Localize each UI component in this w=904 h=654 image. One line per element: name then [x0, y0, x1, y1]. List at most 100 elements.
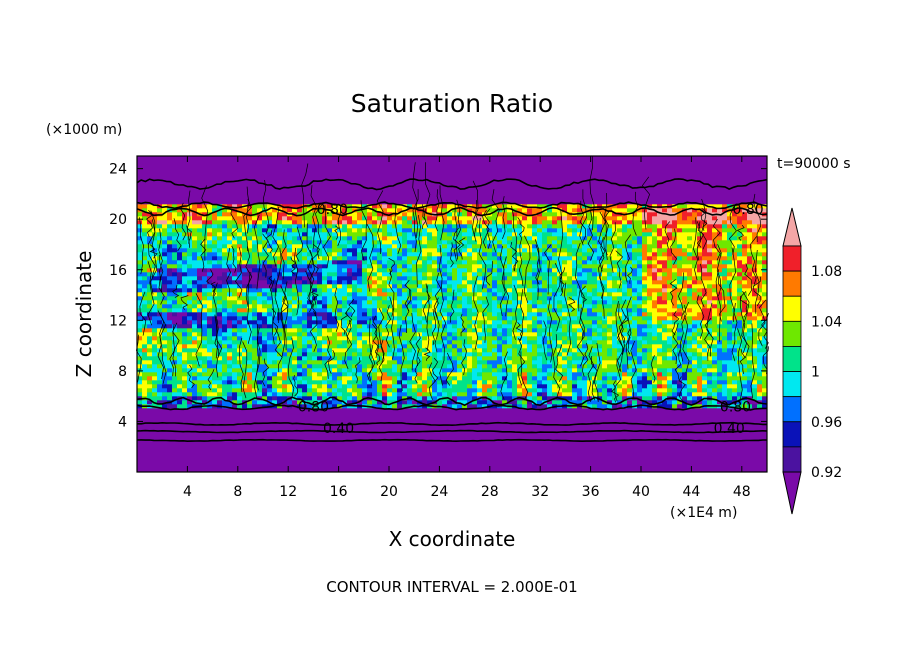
field-cell — [152, 368, 158, 373]
field-cell — [617, 360, 623, 365]
field-cell — [177, 348, 183, 353]
field-cell — [507, 408, 513, 413]
field-cell — [702, 344, 708, 349]
field-cell — [367, 432, 373, 437]
field-cell — [212, 456, 218, 461]
field-cell — [517, 376, 523, 381]
field-cell — [162, 372, 168, 377]
field-cell — [492, 336, 498, 341]
field-cell — [397, 396, 403, 401]
field-cell — [387, 412, 393, 417]
field-cell — [267, 452, 273, 457]
field-cell — [597, 464, 603, 469]
field-cell — [587, 424, 593, 429]
field-cell — [317, 396, 323, 401]
field-cell — [467, 412, 473, 417]
field-cell — [712, 400, 718, 405]
field-cell — [277, 348, 283, 353]
field-cell — [447, 336, 453, 341]
field-cell — [222, 420, 228, 425]
field-cell — [762, 424, 768, 429]
field-cell — [357, 412, 363, 417]
field-cell — [282, 388, 288, 393]
field-cell — [422, 424, 428, 429]
field-cell — [667, 444, 673, 449]
field-cell — [482, 344, 488, 349]
field-cell — [737, 360, 743, 365]
field-cell — [597, 392, 603, 397]
field-cell — [342, 336, 348, 341]
field-cell — [297, 416, 303, 421]
field-cell — [627, 416, 633, 421]
field-cell — [352, 420, 358, 425]
field-cell — [727, 384, 733, 389]
field-cell — [632, 356, 638, 361]
field-cell — [642, 320, 648, 325]
field-cell — [157, 444, 163, 449]
field-cell — [567, 408, 573, 413]
field-cell — [442, 420, 448, 425]
field-cell — [717, 428, 723, 433]
field-cell — [482, 416, 488, 421]
field-cell — [462, 328, 468, 333]
field-cell — [667, 388, 673, 393]
field-cell — [152, 332, 158, 337]
field-cell — [712, 316, 718, 321]
field-cell — [657, 376, 663, 381]
field-cell — [727, 412, 733, 417]
field-cell — [347, 368, 353, 373]
field-cell — [707, 388, 713, 393]
field-cell — [317, 420, 323, 425]
field-cell — [382, 312, 388, 317]
field-cell — [302, 416, 308, 421]
field-cell — [457, 396, 463, 401]
field-cell — [507, 324, 513, 329]
field-cell — [357, 336, 363, 341]
field-cell — [387, 452, 393, 457]
field-cell — [162, 400, 168, 405]
field-cell — [522, 356, 528, 361]
field-cell — [347, 436, 353, 441]
field-cell — [722, 320, 728, 325]
field-cell — [372, 368, 378, 373]
field-cell — [667, 344, 673, 349]
field-cell — [682, 436, 688, 441]
field-cell — [702, 364, 708, 369]
field-cell — [217, 316, 223, 321]
field-cell — [337, 368, 343, 373]
field-cell — [347, 376, 353, 381]
field-cell — [332, 468, 338, 473]
field-cell — [617, 436, 623, 441]
field-cell — [747, 444, 753, 449]
field-cell — [537, 352, 543, 357]
field-cell — [472, 316, 478, 321]
field-cell — [327, 412, 333, 417]
field-cell — [512, 344, 518, 349]
field-cell — [487, 416, 493, 421]
field-cell — [342, 416, 348, 421]
field-cell — [347, 364, 353, 369]
field-cell — [672, 340, 678, 345]
field-cell — [427, 396, 433, 401]
field-cell — [282, 336, 288, 341]
field-cell — [467, 372, 473, 377]
field-cell — [362, 324, 368, 329]
field-cell — [707, 352, 713, 357]
field-cell — [372, 412, 378, 417]
field-cell — [712, 320, 718, 325]
field-cell — [217, 332, 223, 337]
field-cell — [647, 372, 653, 377]
field-cell — [267, 352, 273, 357]
field-cell — [412, 376, 418, 381]
field-cell — [322, 328, 328, 333]
field-cell — [152, 432, 158, 437]
field-cell — [562, 344, 568, 349]
field-cell — [412, 440, 418, 445]
field-cell — [732, 428, 738, 433]
field-cell — [412, 424, 418, 429]
field-cell — [307, 344, 313, 349]
field-cell — [192, 384, 198, 389]
field-cell — [582, 416, 588, 421]
field-cell — [727, 436, 733, 441]
field-cell — [647, 360, 653, 365]
